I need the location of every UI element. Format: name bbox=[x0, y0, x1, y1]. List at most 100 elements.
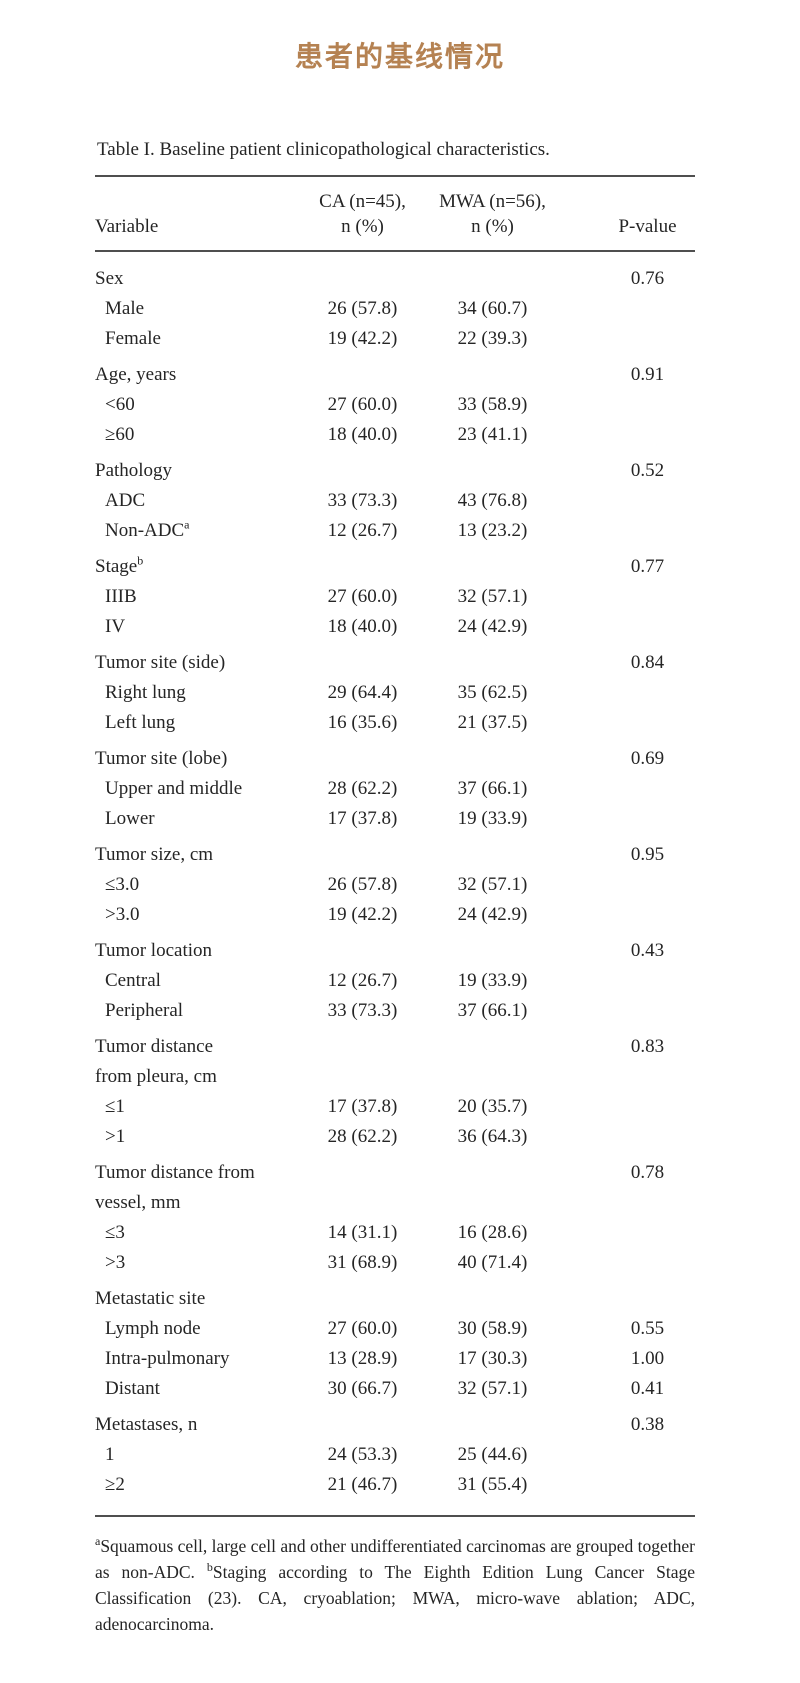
mwa-cell: 20 (35.7) bbox=[457, 1096, 528, 1117]
table-row: Lower 17 (37.8) 19 (33.9) bbox=[95, 804, 695, 834]
mwa-cell: 31 (55.4) bbox=[457, 1474, 528, 1495]
variable-cell: from pleura, cm bbox=[95, 1066, 217, 1087]
mwa-cell: 36 (64.3) bbox=[457, 1126, 528, 1147]
pvalue-cell bbox=[560, 900, 695, 930]
variable-cell: Central bbox=[105, 970, 161, 991]
table-group-row: Tumor location 0.43 bbox=[95, 936, 695, 966]
mwa-cell: 17 (30.3) bbox=[457, 1348, 528, 1369]
table-row: Lymph node 27 (60.0) 30 (58.9) 0.55 bbox=[95, 1314, 695, 1344]
mwa-cell bbox=[425, 1188, 560, 1218]
mwa-cell: 22 (39.3) bbox=[457, 328, 528, 349]
pvalue-cell bbox=[560, 708, 695, 738]
variable-cell: 1 bbox=[105, 1444, 115, 1465]
mwa-cell: 23 (41.1) bbox=[457, 424, 528, 445]
variable-cell: Left lung bbox=[105, 712, 176, 733]
mwa-cell bbox=[425, 1032, 560, 1062]
ca-cell bbox=[300, 840, 425, 870]
mwa-cell: 24 (42.9) bbox=[457, 616, 528, 637]
table-row: <60 27 (60.0) 33 (58.9) bbox=[95, 390, 695, 420]
table-row: >3.0 19 (42.2) 24 (42.9) bbox=[95, 900, 695, 930]
pvalue-cell bbox=[560, 774, 695, 804]
mwa-cell: 25 (44.6) bbox=[457, 1444, 528, 1465]
ca-cell: 19 (42.2) bbox=[327, 904, 398, 925]
variable-cell: Non-ADCa bbox=[105, 517, 190, 541]
pvalue-cell: 0.95 bbox=[630, 844, 665, 865]
pvalue-cell bbox=[560, 1440, 695, 1470]
variable-cell: Metastatic site bbox=[95, 1288, 206, 1309]
mwa-cell: 43 (76.8) bbox=[457, 490, 528, 511]
mwa-cell: 32 (57.1) bbox=[457, 874, 528, 895]
ca-cell: 30 (66.7) bbox=[327, 1378, 398, 1399]
variable-cell: IIIB bbox=[105, 586, 137, 607]
ca-cell: 27 (60.0) bbox=[327, 1318, 398, 1339]
variable-cell: Stageb bbox=[95, 553, 144, 577]
variable-cell: Lower bbox=[105, 808, 155, 829]
variable-cell: Male bbox=[105, 298, 145, 319]
table-row: ≤3.0 26 (57.8) 32 (57.1) bbox=[95, 870, 695, 900]
mwa-cell: 32 (57.1) bbox=[457, 1378, 528, 1399]
variable-cell: >3 bbox=[105, 1252, 126, 1273]
footnote-marker: a bbox=[184, 517, 190, 532]
table-row: Male 26 (57.8) 34 (60.7) bbox=[95, 294, 695, 324]
table-row: Intra-pulmonary 13 (28.9) 17 (30.3) 1.00 bbox=[95, 1344, 695, 1374]
mwa-cell bbox=[425, 936, 560, 966]
pvalue-cell: 0.43 bbox=[630, 940, 665, 961]
header-spacer bbox=[560, 189, 695, 214]
ca-cell: 13 (28.9) bbox=[327, 1348, 398, 1369]
table-row: Female 19 (42.2) 22 (39.3) bbox=[95, 324, 695, 354]
ca-cell: 29 (64.4) bbox=[327, 682, 398, 703]
table-row: ≥2 21 (46.7) 31 (55.4) bbox=[95, 1470, 695, 1500]
pvalue-cell bbox=[560, 1218, 695, 1248]
pvalue-cell: 0.84 bbox=[630, 652, 665, 673]
ca-cell bbox=[300, 1032, 425, 1062]
ca-cell: 26 (57.8) bbox=[327, 874, 398, 895]
table-row: >3 31 (68.9) 40 (71.4) bbox=[95, 1248, 695, 1278]
pvalue-cell bbox=[560, 804, 695, 834]
variable-cell: Tumor distance bbox=[95, 1036, 214, 1057]
table-row: ≥60 18 (40.0) 23 (41.1) bbox=[95, 420, 695, 450]
ca-cell: 19 (42.2) bbox=[327, 328, 398, 349]
ca-cell bbox=[300, 1284, 425, 1314]
footnote-marker: a bbox=[95, 1534, 101, 1549]
pvalue-cell bbox=[560, 870, 695, 900]
pvalue-cell bbox=[560, 294, 695, 324]
ca-cell: 17 (37.8) bbox=[327, 1096, 398, 1117]
ca-cell bbox=[300, 1410, 425, 1440]
variable-cell: Distant bbox=[105, 1378, 160, 1399]
ca-cell bbox=[300, 744, 425, 774]
ca-cell: 28 (62.2) bbox=[327, 778, 398, 799]
table-row: ≤1 17 (37.8) 20 (35.7) bbox=[95, 1092, 695, 1122]
mwa-cell: 34 (60.7) bbox=[457, 298, 528, 319]
table-group-row: Stageb 0.77 bbox=[95, 552, 695, 582]
table-row: Right lung 29 (64.4) 35 (62.5) bbox=[95, 678, 695, 708]
table-row: IIIB 27 (60.0) 32 (57.1) bbox=[95, 582, 695, 612]
ca-cell: 17 (37.8) bbox=[327, 808, 398, 829]
header-pvalue: P-value bbox=[618, 216, 677, 237]
pvalue-cell bbox=[560, 1188, 695, 1218]
table-group-row: Metastatic site bbox=[95, 1284, 695, 1314]
ca-cell bbox=[300, 456, 425, 486]
pvalue-cell: 0.78 bbox=[630, 1162, 665, 1183]
mwa-cell: 13 (23.2) bbox=[457, 520, 528, 541]
variable-cell: Peripheral bbox=[105, 1000, 184, 1021]
table-row: Upper and middle 28 (62.2) 37 (66.1) bbox=[95, 774, 695, 804]
table-row: IV 18 (40.0) 24 (42.9) bbox=[95, 612, 695, 642]
mwa-cell bbox=[425, 648, 560, 678]
mwa-cell bbox=[425, 744, 560, 774]
ca-cell bbox=[300, 360, 425, 390]
variable-cell: IV bbox=[105, 616, 126, 637]
mwa-cell bbox=[425, 264, 560, 294]
page-title: 患者的基线情况 bbox=[294, 41, 505, 72]
mwa-cell: 37 (66.1) bbox=[457, 1000, 528, 1021]
mwa-cell bbox=[425, 840, 560, 870]
ca-cell: 33 (73.3) bbox=[327, 1000, 398, 1021]
pvalue-cell bbox=[560, 1470, 695, 1500]
ca-cell: 27 (60.0) bbox=[327, 394, 398, 415]
table-group-row: Tumor size, cm 0.95 bbox=[95, 840, 695, 870]
pvalue-cell bbox=[560, 486, 695, 516]
variable-cell: Lymph node bbox=[105, 1318, 201, 1339]
table-caption: Table I. Baseline patient clinicopatholo… bbox=[97, 139, 550, 160]
ca-cell: 26 (57.8) bbox=[327, 298, 398, 319]
ca-cell: 28 (62.2) bbox=[327, 1126, 398, 1147]
table-row: Peripheral 33 (73.3) 37 (66.1) bbox=[95, 996, 695, 1026]
